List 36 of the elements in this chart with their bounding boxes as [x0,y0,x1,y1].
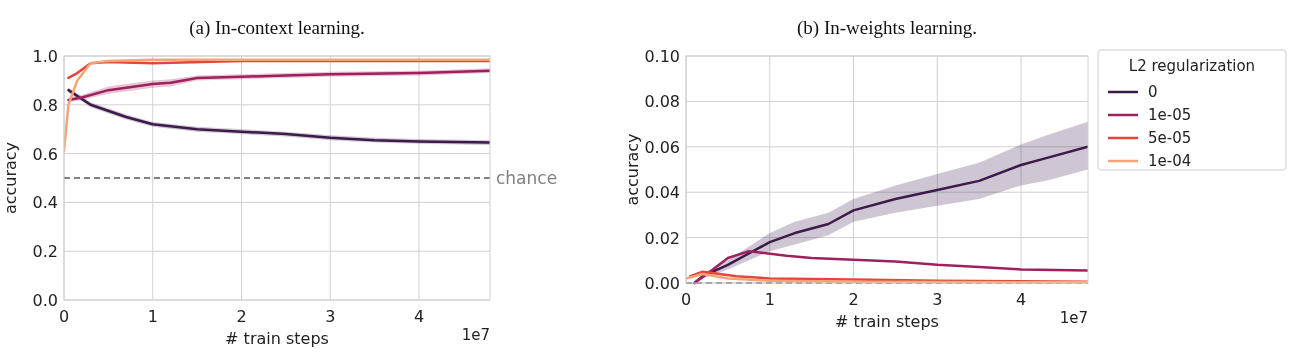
y-tick-label: 0.06 [644,137,680,157]
x-tick-label: 0 [680,290,692,309]
y-tick-label: 0.02 [644,228,680,248]
chart-title: (a) In-context learning. [189,17,365,39]
y-tick-label: 0.00 [644,274,680,293]
text: 1e7 [461,326,490,344]
x-axis-title: # train steps [835,312,939,331]
y-tick-label: 0.2 [32,242,58,262]
x-axis-title: # train steps [225,329,329,348]
legend-label: 0 [1148,83,1158,101]
x-tick-label: 2 [236,307,247,326]
x-tick-label: 0 [58,307,70,326]
chart-title: (b) In-weights learning. [797,17,977,39]
y-tick-label: 0.4 [32,193,58,213]
x-tick-label: 3 [325,307,336,326]
legend-label: 5e-05 [1148,129,1192,147]
y-tick-label: 0.6 [32,144,58,164]
y-tick-label: 0.10 [644,47,680,66]
y-tick-label: 1.0 [32,47,58,66]
y-axis-title: accuracy [1,141,20,215]
y-tick-label: 0.0 [32,291,58,310]
legend-label: 1e-04 [1148,152,1192,170]
x-tick-label: 1 [147,307,158,326]
legend-label: 1e-05 [1148,106,1192,124]
x-tick-label: 3 [932,290,943,309]
y-tick-label: 0.8 [32,95,58,115]
x-tick-label: 4 [1015,290,1027,309]
legend-title: L2 regularization [1128,57,1256,75]
y-axis-title: accuracy [623,133,642,206]
y-tick-label: 0.04 [644,183,680,203]
x-tick-label: 1 [764,290,775,309]
x-tick-label: 4 [413,307,425,326]
ref-line-label: chance [496,168,558,188]
x-tick-label: 2 [848,290,859,309]
text: 1e7 [1059,309,1088,327]
y-tick-label: 0.08 [644,92,680,112]
